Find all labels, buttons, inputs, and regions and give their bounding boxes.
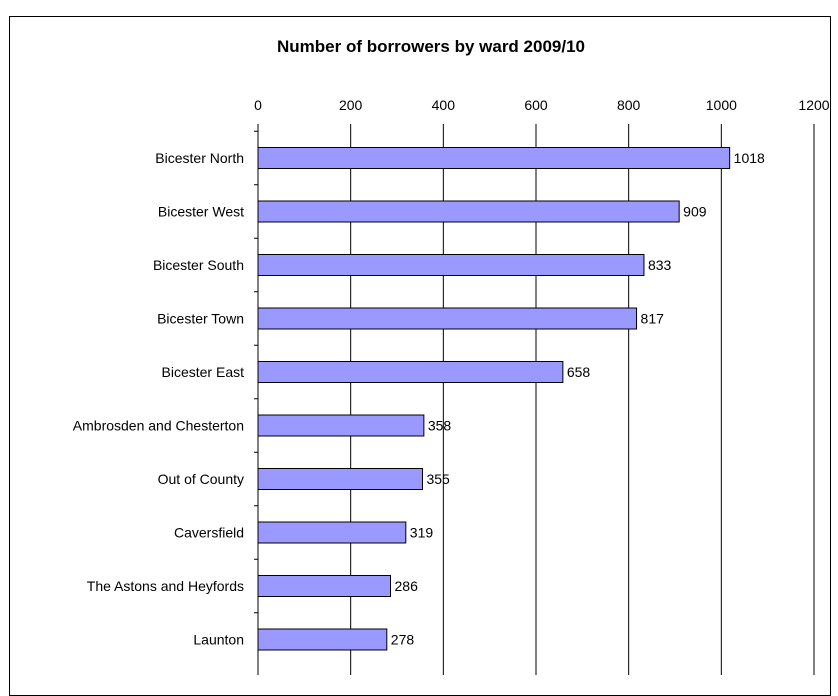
category-label: Launton xyxy=(193,632,244,648)
x-tick-label: 800 xyxy=(617,97,641,113)
bar xyxy=(257,307,638,330)
category-label: The Astons and Heyfords xyxy=(87,578,244,594)
category-label: Out of County xyxy=(158,471,244,487)
bar xyxy=(257,628,388,651)
bar xyxy=(257,521,407,544)
value-label: 278 xyxy=(391,632,415,648)
bar xyxy=(257,200,680,223)
category-label: Bicester North xyxy=(155,150,244,166)
bar xyxy=(257,254,645,276)
value-label: 817 xyxy=(641,311,665,327)
bar xyxy=(257,147,731,169)
value-label: 1018 xyxy=(734,150,765,166)
x-tick-label: 0 xyxy=(254,97,262,113)
x-axis-tick-labels: 0 200 400 600 800 1000 1200 xyxy=(254,97,830,113)
bars xyxy=(257,147,731,651)
category-label: Bicester East xyxy=(162,364,245,380)
bar xyxy=(257,414,425,437)
value-label: 658 xyxy=(567,364,591,380)
category-label: Ambrosden and Chesterton xyxy=(73,418,244,434)
value-label: 909 xyxy=(683,204,707,220)
bar xyxy=(257,361,564,383)
x-tick-label: 400 xyxy=(432,97,456,113)
value-label: 355 xyxy=(426,471,450,487)
value-label: 286 xyxy=(395,578,419,594)
chart-frame xyxy=(9,16,831,696)
category-label: Caversfield xyxy=(174,525,244,541)
value-label: 833 xyxy=(648,257,672,273)
category-labels: Bicester North Bicester West Bicester Sout… xyxy=(73,150,244,648)
bar-chart: Number of borrowers by ward 2009/10 0 200… xyxy=(73,37,830,675)
value-labels: 1018 909 833 817 658 358 355 319 286 278 xyxy=(391,150,765,648)
value-label: 319 xyxy=(410,525,434,541)
category-label: Bicester West xyxy=(158,204,244,220)
x-tick-label: 600 xyxy=(524,97,548,113)
value-label: 358 xyxy=(428,418,452,434)
bar xyxy=(257,575,392,597)
x-tick-label: 1000 xyxy=(706,97,737,113)
x-tick-label: 200 xyxy=(339,97,363,113)
x-tick-label: 1200 xyxy=(798,97,829,113)
bar xyxy=(257,468,423,490)
category-label: Bicester South xyxy=(153,257,244,273)
axes xyxy=(254,124,815,675)
chart-title: Number of borrowers by ward 2009/10 xyxy=(277,37,585,56)
category-label: Bicester Town xyxy=(157,311,244,327)
